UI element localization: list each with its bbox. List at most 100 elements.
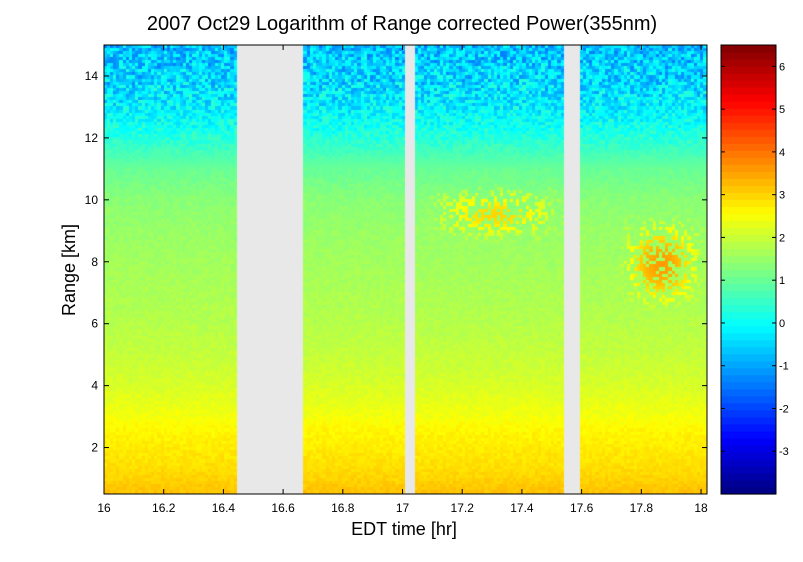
y-tick-label: 14: [85, 69, 99, 83]
colorbar-tick-label: 2: [779, 232, 785, 244]
colorbar-segment: [721, 241, 776, 250]
x-tick-label: 17: [396, 501, 410, 515]
colorbar-segment: [721, 276, 776, 285]
colorbar-segment: [721, 66, 776, 74]
colorbar-segment: [721, 122, 776, 130]
y-axis-label: Range [km]: [59, 224, 79, 316]
colorbar-tick-label: 3: [779, 190, 785, 202]
colorbar-segment: [721, 206, 776, 214]
colorbar-segment: [721, 59, 776, 67]
x-tick-label: 17.2: [451, 501, 475, 515]
x-tick-label: 18: [694, 501, 708, 515]
colorbar-segment: [721, 213, 776, 221]
plot-area: [104, 45, 707, 494]
colorbar-segment: [721, 227, 776, 236]
colorbar-segment: [721, 339, 776, 348]
colorbar-tick-label: 4: [779, 147, 785, 159]
colorbar-segment: [721, 486, 776, 495]
colorbar-tick-label: 1: [779, 275, 785, 287]
x-tick-label: 17.6: [570, 501, 594, 515]
y-tick-label: 4: [91, 379, 98, 393]
colorbar-segment: [721, 444, 776, 453]
colorbar-segment: [721, 297, 776, 306]
colorbar-segment: [721, 45, 776, 53]
y-tick-label: 6: [91, 317, 98, 331]
colorbar-segment: [721, 346, 776, 355]
colorbar-segment: [721, 318, 776, 327]
colorbar-segment: [721, 136, 776, 144]
colorbar-tick-label: -1: [779, 361, 789, 373]
colorbar-segment: [721, 52, 776, 60]
colorbar-segment: [721, 479, 776, 488]
colorbar-segment: [721, 150, 776, 158]
colorbar-segment: [721, 416, 776, 425]
colorbar-segment: [721, 73, 776, 81]
colorbar-segment: [721, 325, 776, 334]
colorbar-segment: [721, 353, 776, 362]
colorbar-segment: [721, 451, 776, 460]
colorbar-segment: [721, 269, 776, 278]
y-tick-label: 12: [85, 131, 99, 145]
colorbar-segment: [721, 262, 776, 271]
colorbar-segment: [721, 311, 776, 320]
colorbar-segment: [721, 465, 776, 474]
x-tick-label: 16.6: [271, 501, 295, 515]
x-tick-label: 17.4: [510, 501, 534, 515]
colorbar: -3 -2 -1 0 1 2 3 4 5 6: [720, 44, 789, 495]
colorbar-tick-label: 0: [779, 318, 785, 330]
colorbar-segment: [721, 360, 776, 369]
colorbar-segment: [721, 171, 776, 179]
colorbar-segment: [721, 115, 776, 123]
heatmap-image: [104, 45, 707, 494]
colorbar-segment: [721, 283, 776, 292]
colorbar-tick-label: 6: [779, 61, 785, 73]
colorbar-segment: [721, 472, 776, 481]
plot-frame: [103, 44, 708, 495]
colorbar-segment: [721, 164, 776, 172]
colorbar-segment: [721, 129, 776, 137]
colorbar-segment: [721, 80, 776, 88]
colorbar-segment: [721, 255, 776, 264]
x-tick-label: 16.2: [152, 501, 176, 515]
chart-title: 2007 Oct29 Logarithm of Range corrected …: [147, 13, 657, 35]
colorbar-segment: [721, 220, 776, 229]
colorbar-segment: [721, 101, 776, 109]
y-tick-label: 8: [91, 255, 98, 269]
x-tick-label: 17.8: [630, 501, 654, 515]
colorbar-tick-label: -3: [779, 446, 789, 458]
colorbar-segment: [721, 437, 776, 446]
colorbar-segment: [721, 381, 776, 390]
colorbar-segment: [721, 199, 776, 207]
colorbar-segment: [721, 157, 776, 165]
colorbar-tick-label: 5: [779, 104, 785, 116]
x-tick-label: 16.8: [331, 501, 355, 515]
colorbar-tick-label: -2: [779, 403, 789, 415]
colorbar-segment: [721, 332, 776, 341]
colorbar-segment: [721, 248, 776, 257]
colorbar-segment: [721, 94, 776, 102]
colorbar-segment: [721, 143, 776, 151]
colorbar-segment: [721, 402, 776, 411]
colorbar-segment: [721, 290, 776, 299]
x-axis-label: EDT time [hr]: [351, 519, 457, 539]
colorbar-segment: [721, 108, 776, 116]
colorbar-segment: [721, 178, 776, 186]
colorbar-segment: [721, 234, 776, 243]
colorbar-segment: [721, 374, 776, 383]
colorbar-frame: [720, 44, 777, 495]
colorbar-segment: [721, 185, 776, 193]
y-tick-label: 10: [85, 193, 99, 207]
y-tick-label: 2: [91, 441, 98, 455]
colorbar-segment: [721, 458, 776, 467]
colorbar-segment: [721, 423, 776, 432]
colorbar-segment: [721, 87, 776, 95]
colorbar-segment: [721, 395, 776, 404]
axes: 16 16.2 16.4 16.6 16.8 17 17.2 17.4 17.6 17.8 18 2 4…: [85, 44, 708, 515]
colorbar-segment: [721, 367, 776, 376]
colorbar-segment: [721, 192, 776, 200]
colorbar-segment: [721, 388, 776, 397]
colorbar-segment: [721, 430, 776, 439]
colorbar-segment: [721, 304, 776, 313]
